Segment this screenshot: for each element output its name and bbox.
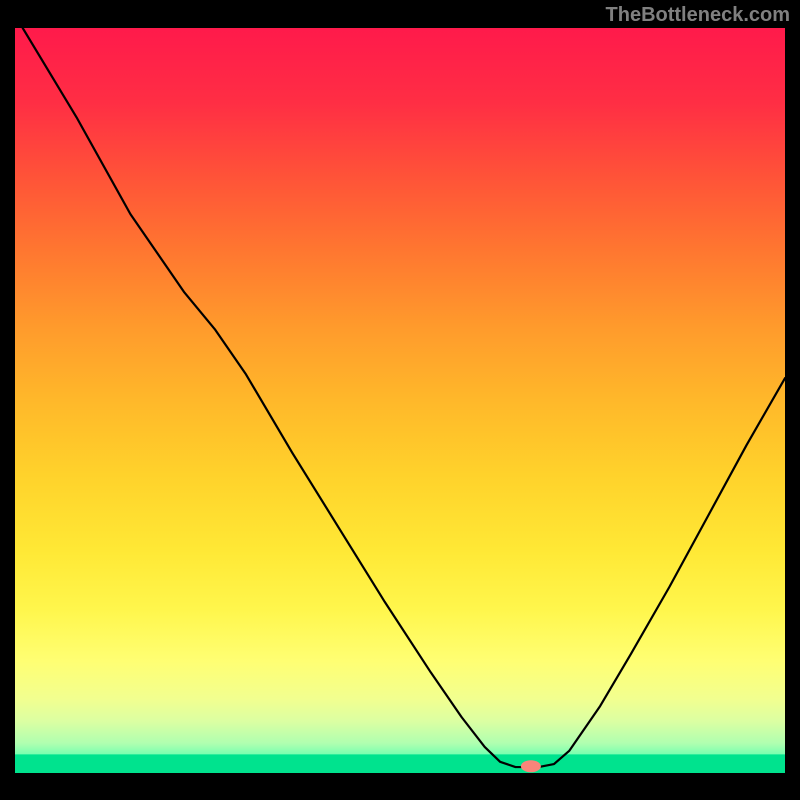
watermark-text: TheBottleneck.com [606, 4, 790, 27]
bottleneck-curve-chart [15, 28, 785, 773]
plot-area [15, 28, 785, 773]
gradient-background [15, 28, 785, 773]
chart-container: TheBottleneck.com [0, 0, 800, 800]
optimal-point-marker [521, 760, 541, 772]
bottom-band [15, 754, 785, 773]
